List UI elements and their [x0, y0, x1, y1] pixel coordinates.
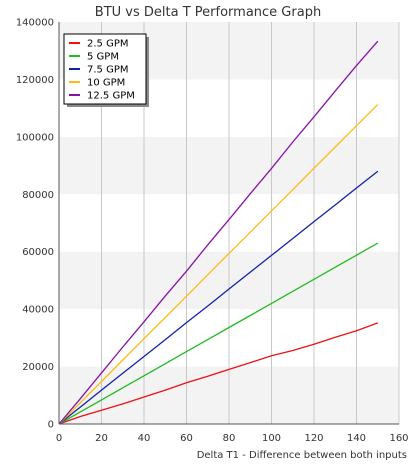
legend-label-4: 12.5 GPM	[87, 91, 135, 102]
x-tick-label-3: 60	[180, 433, 193, 444]
series-line-4	[58, 40, 379, 425]
series-line-3	[58, 103, 379, 425]
x-tick-labels: 0 20 40 60 80 100 120 140 160	[56, 433, 409, 444]
x-tick-label-7: 140	[347, 433, 366, 444]
y-tick-label-2: 40000	[22, 305, 54, 316]
x-tick-label-8: 160	[389, 433, 408, 444]
series-line-1	[58, 242, 379, 425]
y-tick-label-3: 60000	[22, 247, 54, 258]
x-axis-label: Delta T1 - Difference between both input…	[197, 450, 407, 461]
legend-label-2: 7.5 GPM	[87, 65, 129, 76]
x-tick-label-4: 80	[223, 433, 236, 444]
series-lines	[58, 40, 379, 425]
legend-label-0: 2.5 GPM	[87, 39, 129, 50]
y-tick-label-0: 0	[48, 420, 54, 431]
y-tick-label-4: 80000	[22, 190, 54, 201]
series-line-0	[58, 322, 379, 425]
legend-label-1: 5 GPM	[87, 52, 119, 63]
x-tick-label-6: 120	[304, 433, 323, 444]
legend-label-3: 10 GPM	[87, 78, 125, 89]
x-tick-label-2: 40	[138, 433, 151, 444]
axes	[58, 22, 399, 425]
x-tick-label-5: 100	[262, 433, 281, 444]
chart-title: BTU vs Delta T Performance Graph	[95, 5, 321, 20]
x-tick-label-1: 20	[95, 433, 108, 444]
y-tick-labels: 0 20000 40000 60000 80000 100000 120000 140000	[16, 18, 54, 431]
legend: 2.5 GPM 5 GPM 7.5 GPM 10 GPM 12.5 GPM	[63, 33, 149, 107]
y-tick-label-7: 140000	[16, 18, 54, 29]
series-line-2	[58, 170, 379, 425]
y-tick-label-1: 20000	[22, 362, 54, 373]
y-tick-label-5: 100000	[16, 132, 54, 143]
x-tick-label-0: 0	[56, 433, 62, 444]
y-tick-label-6: 120000	[16, 75, 54, 86]
